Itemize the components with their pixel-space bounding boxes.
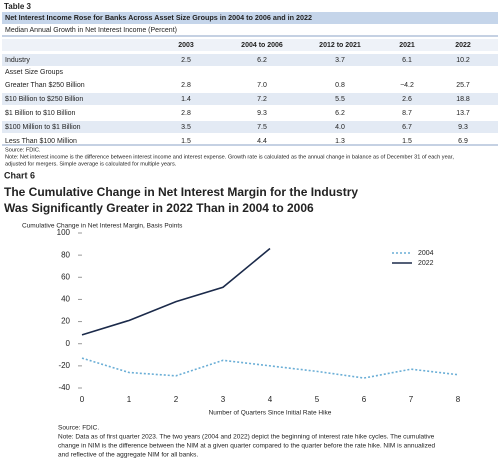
cell: 2.6 bbox=[402, 96, 412, 103]
chart-title: Was Significantly Greater in 2022 Than i… bbox=[4, 201, 314, 215]
cell: −4.2 bbox=[400, 82, 414, 89]
cell: 2.5 bbox=[181, 57, 191, 64]
x-tick-label: 4 bbox=[268, 395, 273, 404]
cell: 1.3 bbox=[335, 138, 345, 145]
cell: 6.9 bbox=[458, 138, 468, 145]
y-tick-label: 0 bbox=[66, 339, 71, 348]
cell: 6.2 bbox=[257, 57, 267, 64]
cell: 7.2 bbox=[257, 96, 267, 103]
chart-note: Note: Data as of first quarter 2023. The… bbox=[58, 434, 435, 441]
row-bg bbox=[2, 121, 498, 133]
cell: 5.5 bbox=[335, 96, 345, 103]
cell: 1.4 bbox=[181, 96, 191, 103]
cell: 18.8 bbox=[456, 96, 470, 103]
table-title: Net Interest Income Rose for Banks Acros… bbox=[5, 13, 312, 22]
cell: 2.8 bbox=[181, 82, 191, 89]
chart-label: Chart 6 bbox=[4, 170, 35, 180]
cell: 0.8 bbox=[335, 82, 345, 89]
legend-label: 2022 bbox=[418, 260, 434, 267]
header-row bbox=[2, 39, 498, 51]
table-note: adjusted for mergers. Simple average is … bbox=[5, 161, 177, 167]
cell: 4.0 bbox=[335, 124, 345, 131]
column-header: 2012 to 2021 bbox=[319, 42, 361, 49]
legend-label: 2004 bbox=[418, 250, 434, 257]
row-label: $10 Billion to $250 Billion bbox=[5, 96, 83, 103]
cell: 6.1 bbox=[402, 57, 412, 64]
y-tick-label: 80 bbox=[61, 250, 70, 259]
x-tick-label: 3 bbox=[221, 395, 226, 404]
series-line bbox=[81, 247, 271, 336]
chart-source: Source: FDIC. bbox=[58, 425, 99, 432]
table-note: Note: Net interest income is the differe… bbox=[5, 154, 454, 160]
cell: 10.2 bbox=[456, 57, 470, 64]
y-tick-label: 40 bbox=[61, 295, 70, 304]
x-tick-label: 1 bbox=[127, 395, 132, 404]
row-bg bbox=[2, 54, 498, 66]
y-tick-label: -40 bbox=[58, 383, 70, 392]
column-header: 2022 bbox=[455, 42, 471, 49]
column-header: 2004 to 2006 bbox=[241, 42, 283, 49]
cell: 13.7 bbox=[456, 110, 470, 117]
x-tick-label: 5 bbox=[315, 395, 320, 404]
table-subtitle: Median Annual Growth in Net Interest Inc… bbox=[5, 27, 177, 34]
row-label: $1 Billion to $10 Billion bbox=[5, 110, 76, 117]
y-tick-label: 60 bbox=[61, 272, 70, 281]
cell: 6.7 bbox=[402, 124, 412, 131]
cell: 1.5 bbox=[181, 138, 191, 145]
y-tick-label: 20 bbox=[61, 317, 70, 326]
x-tick-label: 6 bbox=[362, 395, 367, 404]
row-label: Industry bbox=[5, 57, 30, 64]
cell: 7.5 bbox=[257, 124, 267, 131]
cell: 4.4 bbox=[257, 138, 267, 145]
cell: 8.7 bbox=[402, 110, 412, 117]
cell: 3.7 bbox=[335, 57, 345, 64]
x-tick-label: 7 bbox=[409, 395, 414, 404]
cell: 9.3 bbox=[458, 124, 468, 131]
chart-note: change in NIM is the difference between … bbox=[58, 443, 435, 450]
chart-title: The Cumulative Change in Net Interest Ma… bbox=[4, 185, 358, 199]
title-bar bbox=[2, 12, 498, 24]
row-label: Greater Than $250 Billion bbox=[5, 82, 85, 89]
series-line bbox=[81, 357, 459, 379]
cell: 6.2 bbox=[335, 110, 345, 117]
cell: 25.7 bbox=[456, 82, 470, 89]
x-tick-label: 2 bbox=[174, 395, 179, 404]
group-heading: Asset Size Groups bbox=[5, 69, 63, 76]
x-tick-label: 0 bbox=[80, 395, 85, 404]
column-header: 2021 bbox=[399, 42, 415, 49]
x-tick-label: 8 bbox=[456, 395, 461, 404]
cell: 3.5 bbox=[181, 124, 191, 131]
table-label: Table 3 bbox=[4, 2, 32, 11]
row-bg bbox=[2, 93, 498, 105]
column-header: 2003 bbox=[178, 42, 194, 49]
table-source: Source: FDIC. bbox=[5, 147, 41, 153]
row-label: Less Than $100 Million bbox=[5, 138, 77, 145]
cell: 9.3 bbox=[257, 110, 267, 117]
y-tick-label: -20 bbox=[58, 361, 70, 370]
row-label: $100 Million to $1 Billion bbox=[5, 124, 81, 131]
cell: 7.0 bbox=[257, 82, 267, 89]
cell: 2.8 bbox=[181, 110, 191, 117]
y-axis-title: Cumulative Change in Net Interest Margin… bbox=[22, 223, 183, 230]
chart-note: and reflective of the aggregate NIM for … bbox=[58, 452, 198, 459]
cell: 1.5 bbox=[402, 138, 412, 145]
y-tick-label: 100 bbox=[57, 228, 71, 237]
x-axis-title: Number of Quarters Since Initial Rate Hi… bbox=[209, 410, 332, 417]
